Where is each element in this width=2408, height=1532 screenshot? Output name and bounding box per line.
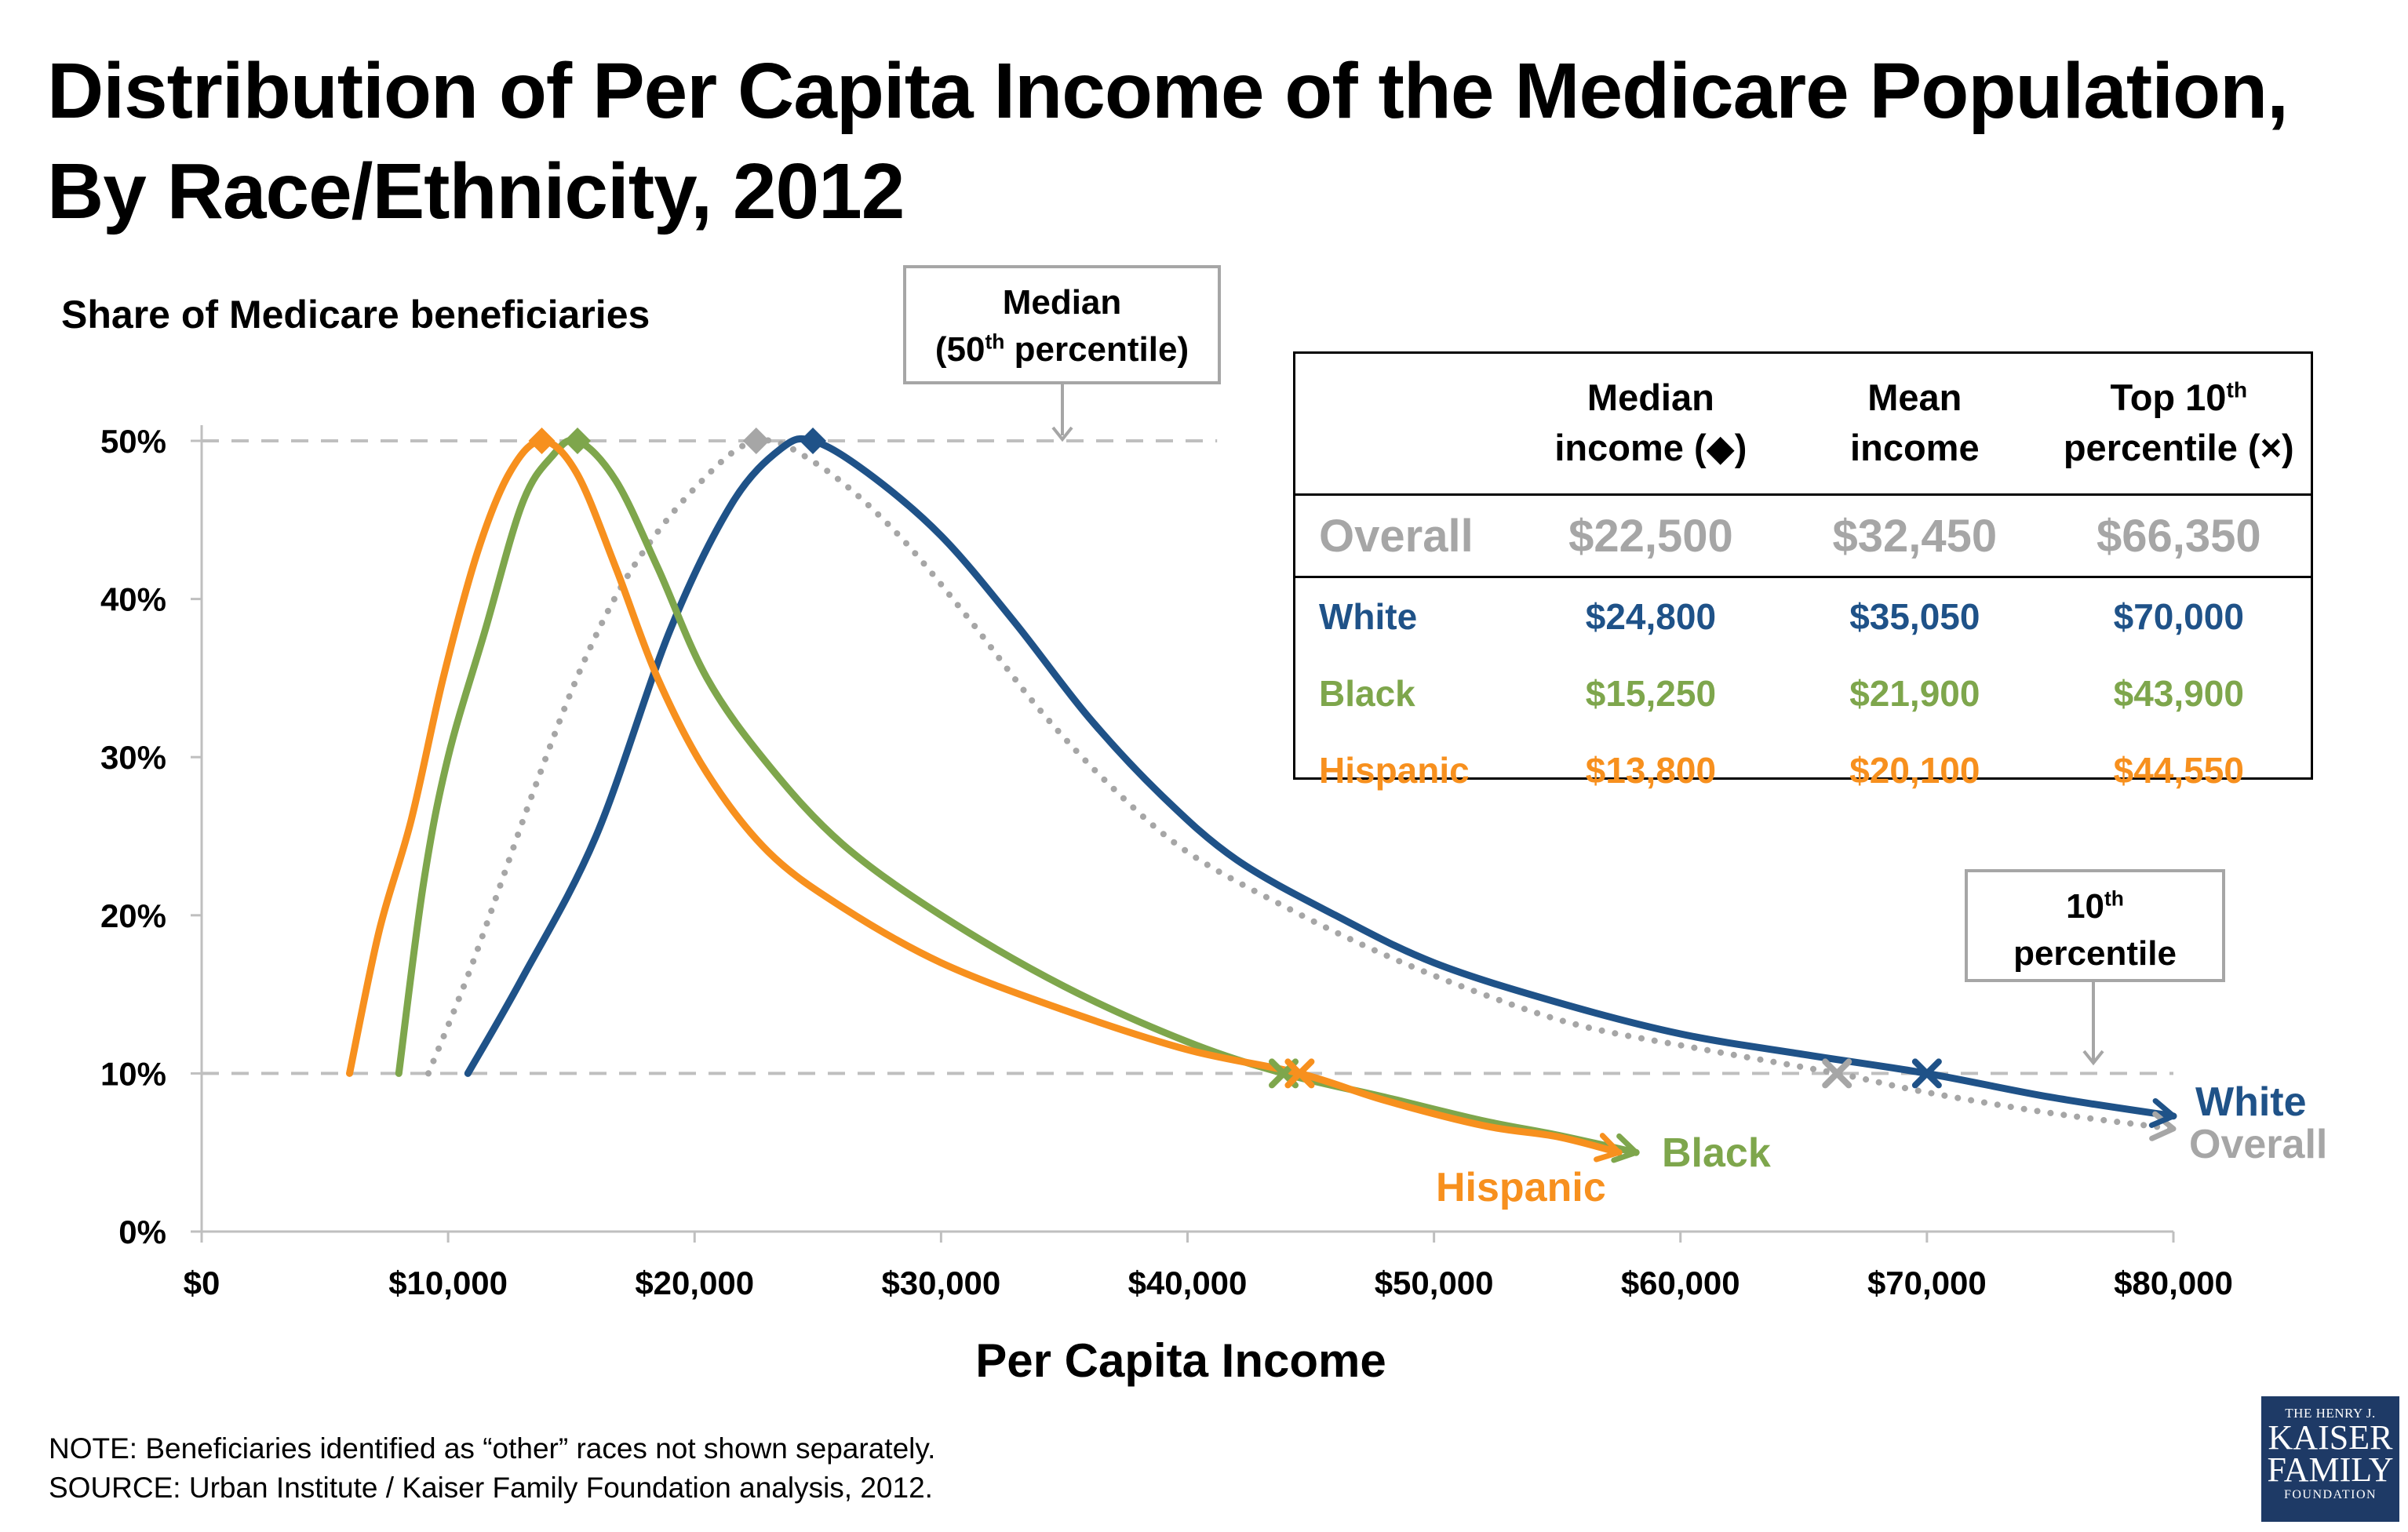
table-cell-top10: $70,000: [2113, 596, 2244, 637]
median-callout: Median (50th percentile): [903, 265, 1221, 384]
table-cell-top10: $43,900: [2113, 673, 2244, 714]
axes: 0% 10% 20% 30% 40% 50% $0 $10,000 $20,000 $30,000…: [100, 423, 2233, 1301]
median-callout-line2: (50th percentile): [934, 329, 1189, 369]
table-cell-mean: $35,050: [1849, 596, 1980, 637]
series-markers: [528, 428, 2177, 1163]
table-cell-median: $15,250: [1585, 673, 1717, 714]
table-cell-mean: $20,100: [1849, 750, 1980, 791]
table-cell-top10: $44,550: [2113, 750, 2244, 791]
table-cell-median: $22,500: [1518, 494, 1783, 578]
y-tick-label: 50%: [100, 423, 166, 460]
tenth-callout-line1: 10th: [2066, 886, 2124, 926]
series-label-white: White: [2195, 1079, 2307, 1125]
x-tick-label: $40,000: [1128, 1265, 1248, 1301]
table-cell-median: $13,800: [1585, 750, 1717, 791]
x-tick-label: $70,000: [1867, 1265, 1987, 1301]
series-arrow-hispanic: [1594, 1133, 1622, 1163]
source-text: SOURCE: Urban Institute / Kaiser Family …: [49, 1472, 933, 1504]
median-marker-overall: [742, 428, 770, 454]
y-tick-label: 10%: [100, 1055, 166, 1092]
header-mean: Mean income: [1783, 354, 2047, 496]
median-marker-black: [564, 428, 592, 454]
table-cell-label: Overall: [1295, 494, 1519, 578]
note-text: NOTE: Beneficiaries identified as “other…: [49, 1432, 936, 1465]
top10-marker-overall: [1822, 1058, 1852, 1089]
header-median: Median income (◆): [1518, 354, 1783, 496]
x-tick-label: $50,000: [1375, 1265, 1494, 1301]
tenth-percentile-callout: 10th percentile: [1965, 869, 2225, 982]
series-line-overall: [425, 437, 2177, 1132]
x-tick-label: $30,000: [881, 1265, 1000, 1301]
table-row: Hispanic $13,800 $20,100 $44,550: [1295, 732, 2311, 809]
top10-marker-hispanic: [1284, 1058, 1315, 1089]
title-line-1: Distribution of Per Capita Income of the…: [47, 47, 2289, 135]
y-tick-label: 0%: [118, 1214, 166, 1250]
series-line-hispanic: [346, 437, 1623, 1156]
table-cell-top10: $66,350: [2046, 494, 2311, 578]
income-stats-table: Median income (◆) Mean income Top 10th perc…: [1293, 351, 2313, 791]
y-tick-label: 20%: [100, 897, 166, 934]
series-lines: [346, 435, 2177, 1156]
y-axis-title: Share of Medicare beneficiaries: [61, 293, 650, 337]
x-tick-label: $0: [184, 1265, 220, 1301]
series-label-black: Black: [1662, 1130, 1771, 1176]
table-row: White $24,800 $35,050 $70,000: [1295, 577, 2311, 656]
header-top10: Top 10th percentile (×): [2046, 354, 2311, 496]
table-row: Black $15,250 $21,900 $43,900: [1295, 655, 2311, 732]
series-labels: White Overall Black Hispanic: [1436, 1079, 2327, 1210]
kff-logo: THE HENRY J. KAISER FAMILY FOUNDATION: [2261, 1396, 2399, 1522]
median-callout-line1: Median: [1002, 283, 1122, 322]
table-cell-label: Black: [1319, 673, 1415, 714]
y-tick-label: 30%: [100, 739, 166, 776]
series-label-overall: Overall: [2189, 1122, 2327, 1167]
table-cell-mean: $21,900: [1849, 673, 1980, 714]
series-line-white: [464, 435, 2177, 1120]
tenth-callout-line2: percentile: [2013, 934, 2177, 973]
x-tick-label: $80,000: [2114, 1265, 2233, 1301]
median-marker-white: [800, 428, 827, 454]
table-cell-median: $24,800: [1585, 596, 1717, 637]
x-tick-label: $10,000: [388, 1265, 508, 1301]
y-tick-label: 40%: [100, 581, 166, 618]
median-marker-hispanic: [528, 428, 556, 454]
footnotes: NOTE: Beneficiaries identified as “other…: [49, 1429, 935, 1508]
chart-title: Distribution of Per Capita Income of the…: [47, 41, 2370, 242]
table-cell-label: White: [1319, 596, 1418, 637]
x-axis-title: Per Capita Income: [975, 1334, 1386, 1387]
table-cell-label: Hispanic: [1319, 750, 1470, 791]
x-tick-label: $60,000: [1621, 1265, 1740, 1301]
series-label-hispanic: Hispanic: [1436, 1165, 1606, 1210]
title-line-2: By Race/Ethnicity, 2012: [47, 147, 905, 235]
table-corner: [1295, 354, 1519, 496]
table-cell-mean: $32,450: [1783, 494, 2047, 578]
series-arrow-black: [1611, 1133, 1639, 1163]
x-tick-label: $20,000: [635, 1265, 754, 1301]
series-arrow-white: [2148, 1097, 2177, 1128]
callout-arrows: [1051, 384, 2104, 1066]
table-row: Overall $22,500 $32,450 $66,350: [1295, 494, 2311, 578]
top10-marker-white: [1911, 1058, 1942, 1089]
reference-lines: [202, 439, 2173, 1075]
